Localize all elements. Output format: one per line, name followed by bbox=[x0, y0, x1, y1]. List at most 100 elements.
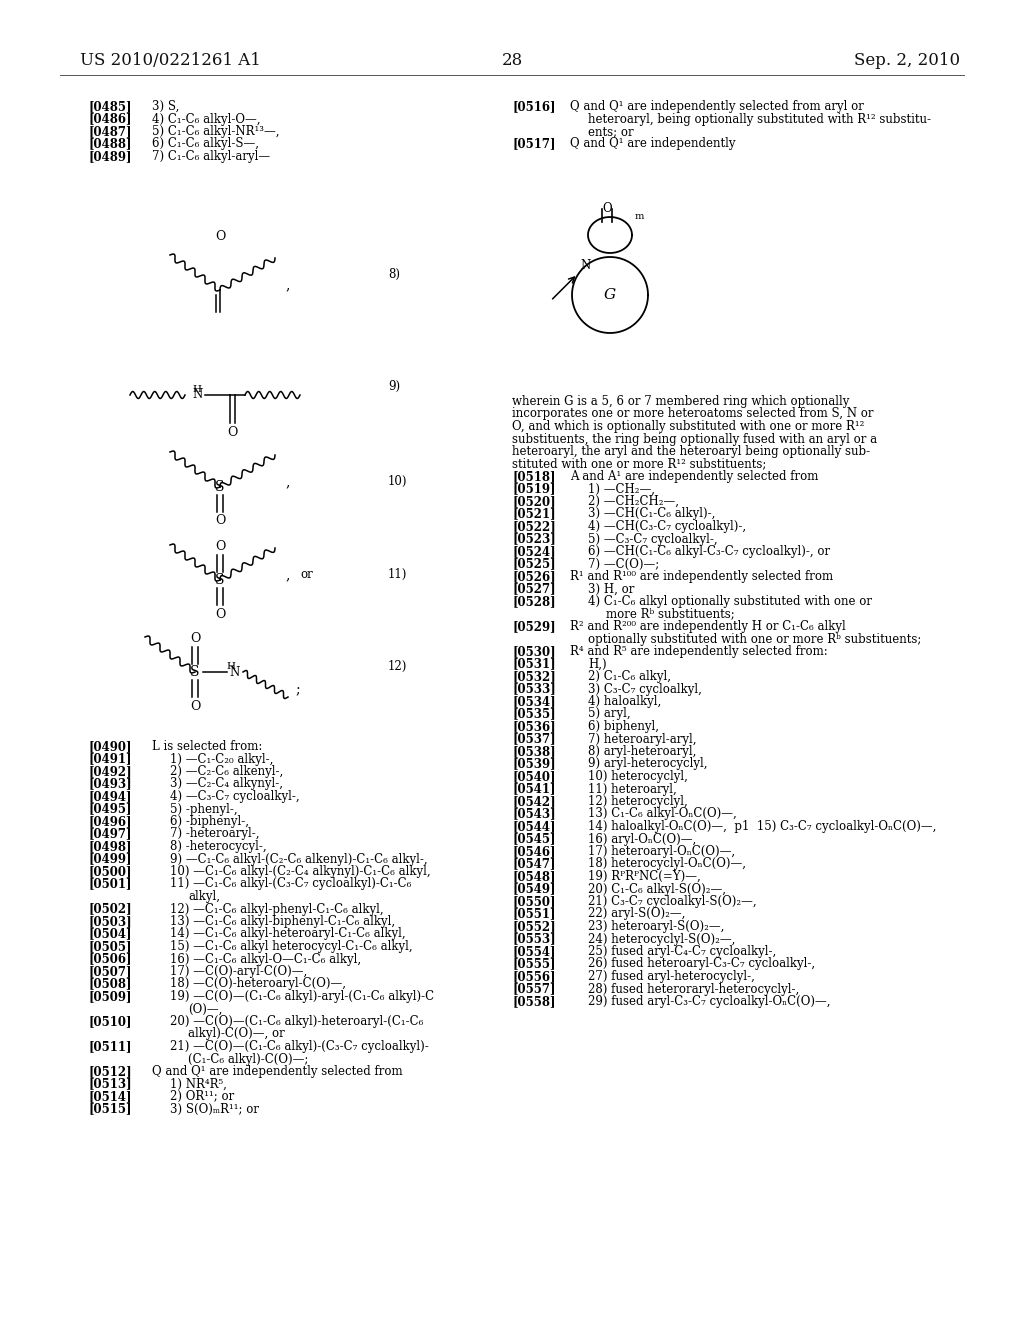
Text: [0550]: [0550] bbox=[512, 895, 555, 908]
Text: R¹ and R¹⁰⁰ are independently selected from: R¹ and R¹⁰⁰ are independently selected f… bbox=[570, 570, 834, 583]
Text: [0499]: [0499] bbox=[88, 853, 131, 866]
Text: [0555]: [0555] bbox=[512, 957, 555, 970]
Text: S: S bbox=[190, 665, 200, 678]
Text: ,: , bbox=[285, 279, 290, 292]
Text: [0558]: [0558] bbox=[512, 995, 555, 1008]
Text: [0522]: [0522] bbox=[512, 520, 556, 533]
Text: 2) —C₂-C₆ alkenyl-,: 2) —C₂-C₆ alkenyl-, bbox=[170, 766, 284, 777]
Text: 6) -biphenyl-,: 6) -biphenyl-, bbox=[170, 814, 249, 828]
Text: R² and R²⁰⁰ are independently H or C₁-C₆ alkyl: R² and R²⁰⁰ are independently H or C₁-C₆… bbox=[570, 620, 846, 634]
Text: [0543]: [0543] bbox=[512, 808, 556, 821]
Text: 25) fused aryl-C₄-C₇ cycloalkyl-,: 25) fused aryl-C₄-C₇ cycloalkyl-, bbox=[588, 945, 776, 958]
Text: (C₁-C₆ alkyl)-C(O)—;: (C₁-C₆ alkyl)-C(O)—; bbox=[188, 1052, 308, 1065]
Text: 17) —C(O)-aryl-C(O)—,: 17) —C(O)-aryl-C(O)—, bbox=[170, 965, 307, 978]
Text: 19) RᴾRᴾNC(=Y)—,: 19) RᴾRᴾNC(=Y)—, bbox=[588, 870, 700, 883]
Text: 12): 12) bbox=[388, 660, 408, 673]
Text: [0545]: [0545] bbox=[512, 833, 555, 846]
Text: [0553]: [0553] bbox=[512, 932, 556, 945]
Text: 28: 28 bbox=[502, 51, 522, 69]
Text: A and A¹ are independently selected from: A and A¹ are independently selected from bbox=[570, 470, 818, 483]
Text: [0551]: [0551] bbox=[512, 908, 555, 920]
Text: ;: ; bbox=[295, 682, 300, 697]
Text: G: G bbox=[604, 288, 616, 302]
Text: 17) heteroaryl-OₙC(O)—,: 17) heteroaryl-OₙC(O)—, bbox=[588, 845, 735, 858]
Text: 5) C₁-C₆ alkyl-NR¹³—,: 5) C₁-C₆ alkyl-NR¹³—, bbox=[152, 125, 280, 139]
Text: [0491]: [0491] bbox=[88, 752, 131, 766]
Text: [0487]: [0487] bbox=[88, 125, 131, 139]
Text: more Rᵇ substituents;: more Rᵇ substituents; bbox=[606, 607, 735, 620]
Text: [0542]: [0542] bbox=[512, 795, 556, 808]
Text: 7) heteroaryl-aryl,: 7) heteroaryl-aryl, bbox=[588, 733, 696, 746]
Text: Q and Q¹ are independently selected from aryl or: Q and Q¹ are independently selected from… bbox=[570, 100, 864, 114]
Text: 3) S,: 3) S, bbox=[152, 100, 179, 114]
Text: 16) aryl-OₙC(O)—,: 16) aryl-OₙC(O)—, bbox=[588, 833, 696, 846]
Text: 29) fused aryl-C₃-C₇ cycloalkyl-OₙC(O)—,: 29) fused aryl-C₃-C₇ cycloalkyl-OₙC(O)—, bbox=[588, 995, 830, 1008]
Text: [0514]: [0514] bbox=[88, 1090, 131, 1104]
Text: 16) —C₁-C₆ alkyl-O—C₁-C₆ alkyl,: 16) —C₁-C₆ alkyl-O—C₁-C₆ alkyl, bbox=[170, 953, 361, 965]
Text: Q and Q¹ are independently selected from: Q and Q¹ are independently selected from bbox=[152, 1065, 402, 1078]
Text: [0515]: [0515] bbox=[88, 1102, 131, 1115]
Text: [0503]: [0503] bbox=[88, 915, 132, 928]
Text: O: O bbox=[226, 426, 238, 440]
Text: 13) C₁-C₆ alkyl-OₙC(O)—,: 13) C₁-C₆ alkyl-OₙC(O)—, bbox=[588, 808, 736, 821]
Text: [0519]: [0519] bbox=[512, 483, 555, 495]
Text: 6) biphenyl,: 6) biphenyl, bbox=[588, 719, 659, 733]
Text: 19) —C(O)—(C₁-C₆ alkyl)-aryl-(C₁-C₆ alkyl)-C: 19) —C(O)—(C₁-C₆ alkyl)-aryl-(C₁-C₆ alky… bbox=[170, 990, 434, 1003]
Text: 1) —C₁-C₂₀ alkyl-,: 1) —C₁-C₂₀ alkyl-, bbox=[170, 752, 273, 766]
Text: [0556]: [0556] bbox=[512, 970, 555, 983]
Text: 4) —CH(C₃-C₇ cycloalkyl)-,: 4) —CH(C₃-C₇ cycloalkyl)-, bbox=[588, 520, 746, 533]
Text: [0526]: [0526] bbox=[512, 570, 556, 583]
Text: [0531]: [0531] bbox=[512, 657, 556, 671]
Text: O, and which is optionally substituted with one or more R¹²: O, and which is optionally substituted w… bbox=[512, 420, 864, 433]
Text: [0501]: [0501] bbox=[88, 878, 131, 891]
Text: [0508]: [0508] bbox=[88, 978, 131, 990]
Text: [0502]: [0502] bbox=[88, 903, 132, 916]
Text: Q and Q¹ are independently: Q and Q¹ are independently bbox=[570, 137, 735, 150]
Text: 8) aryl-heteroaryl,: 8) aryl-heteroaryl, bbox=[588, 744, 696, 758]
Text: 5) —C₃-C₇ cycloalkyl-,: 5) —C₃-C₇ cycloalkyl-, bbox=[588, 532, 718, 545]
Text: O: O bbox=[189, 631, 200, 644]
Text: heteroaryl, being optionally substituted with R¹² substitu-: heteroaryl, being optionally substituted… bbox=[588, 112, 931, 125]
Text: 3) S(O)ₘR¹¹; or: 3) S(O)ₘR¹¹; or bbox=[170, 1102, 259, 1115]
Text: 4) haloalkyl,: 4) haloalkyl, bbox=[588, 696, 662, 708]
Text: N: N bbox=[229, 665, 240, 678]
Text: [0520]: [0520] bbox=[512, 495, 556, 508]
Text: 14) —C₁-C₆ alkyl-heteroaryl-C₁-C₆ alkyl,: 14) —C₁-C₆ alkyl-heteroaryl-C₁-C₆ alkyl, bbox=[170, 928, 406, 940]
Text: 2) C₁-C₆ alkyl,: 2) C₁-C₆ alkyl, bbox=[588, 671, 671, 682]
Text: [0492]: [0492] bbox=[88, 766, 132, 777]
Text: [0496]: [0496] bbox=[88, 814, 131, 828]
Text: incorporates one or more heteroatoms selected from S, N or: incorporates one or more heteroatoms sel… bbox=[512, 408, 873, 421]
Text: [0525]: [0525] bbox=[512, 557, 556, 570]
Text: [0490]: [0490] bbox=[88, 741, 131, 752]
Text: 11) heteroaryl,: 11) heteroaryl, bbox=[588, 783, 677, 796]
Text: N: N bbox=[581, 260, 591, 272]
Text: O: O bbox=[215, 540, 225, 553]
Text: 12) heterocyclyl,: 12) heterocyclyl, bbox=[588, 795, 688, 808]
Text: [0497]: [0497] bbox=[88, 828, 131, 841]
Text: 2) OR¹¹; or: 2) OR¹¹; or bbox=[170, 1090, 234, 1104]
Text: 12) —C₁-C₆ alkyl-phenyl-C₁-C₆ alkyl,: 12) —C₁-C₆ alkyl-phenyl-C₁-C₆ alkyl, bbox=[170, 903, 384, 916]
Text: 20) C₁-C₆ alkyl-S(O)₂—,: 20) C₁-C₆ alkyl-S(O)₂—, bbox=[588, 883, 726, 895]
Text: S: S bbox=[215, 573, 224, 587]
Text: 6) C₁-C₆ alkyl-S—,: 6) C₁-C₆ alkyl-S—, bbox=[152, 137, 259, 150]
Text: [0541]: [0541] bbox=[512, 783, 555, 796]
Text: [0533]: [0533] bbox=[512, 682, 556, 696]
Text: 8): 8) bbox=[388, 268, 400, 281]
Text: [0538]: [0538] bbox=[512, 744, 556, 758]
Text: heteroaryl, the aryl and the heteroaryl being optionally sub-: heteroaryl, the aryl and the heteroaryl … bbox=[512, 445, 870, 458]
Text: [0529]: [0529] bbox=[512, 620, 556, 634]
Text: 5) aryl,: 5) aryl, bbox=[588, 708, 631, 721]
Text: optionally substituted with one or more Rᵇ substituents;: optionally substituted with one or more … bbox=[588, 632, 922, 645]
Text: [0504]: [0504] bbox=[88, 928, 131, 940]
Text: alkyl)-C(O)—, or: alkyl)-C(O)—, or bbox=[188, 1027, 285, 1040]
Text: 15) —C₁-C₆ alkyl heterocycyl-C₁-C₆ alkyl,: 15) —C₁-C₆ alkyl heterocycyl-C₁-C₆ alkyl… bbox=[170, 940, 413, 953]
Text: [0495]: [0495] bbox=[88, 803, 131, 816]
Text: 4) C₁-C₆ alkyl optionally substituted with one or: 4) C₁-C₆ alkyl optionally substituted wi… bbox=[588, 595, 872, 609]
Text: [0489]: [0489] bbox=[88, 150, 131, 162]
Text: 3) —C₂-C₄ alkynyl-,: 3) —C₂-C₄ alkynyl-, bbox=[170, 777, 283, 791]
Text: ,: , bbox=[285, 475, 290, 488]
Text: [0540]: [0540] bbox=[512, 770, 555, 783]
Text: 3) H, or: 3) H, or bbox=[588, 582, 635, 595]
Text: 7) -heteroaryl-,: 7) -heteroaryl-, bbox=[170, 828, 259, 841]
Text: 20) —C(O)—(C₁-C₆ alkyl)-heteroaryl-(C₁-C₆: 20) —C(O)—(C₁-C₆ alkyl)-heteroaryl-(C₁-C… bbox=[170, 1015, 423, 1028]
